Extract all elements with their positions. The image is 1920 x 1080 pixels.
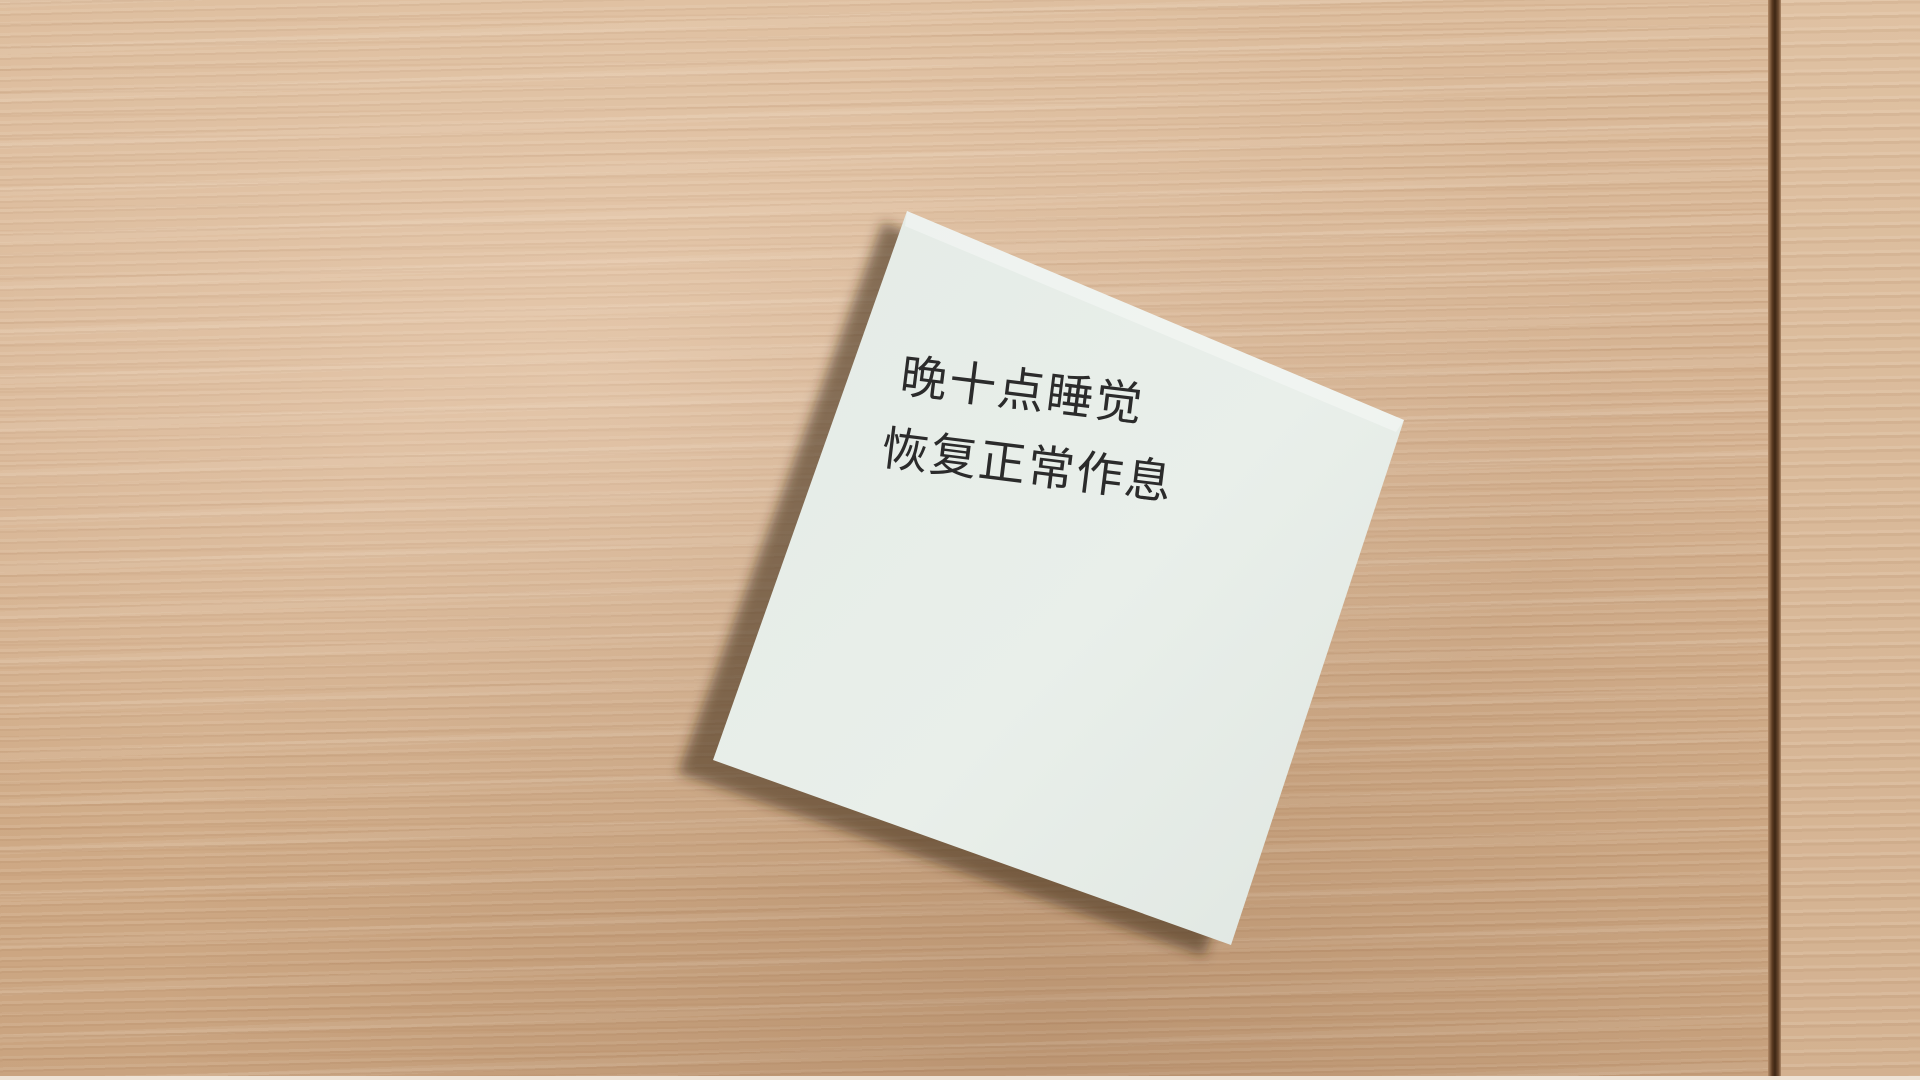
bottom-edge	[0, 1076, 1920, 1080]
right-wood-panel	[1781, 0, 1920, 1080]
handwritten-text: 晚十点睡觉 恢复正常作息	[878, 340, 1242, 600]
panel-seam	[1768, 0, 1782, 1080]
